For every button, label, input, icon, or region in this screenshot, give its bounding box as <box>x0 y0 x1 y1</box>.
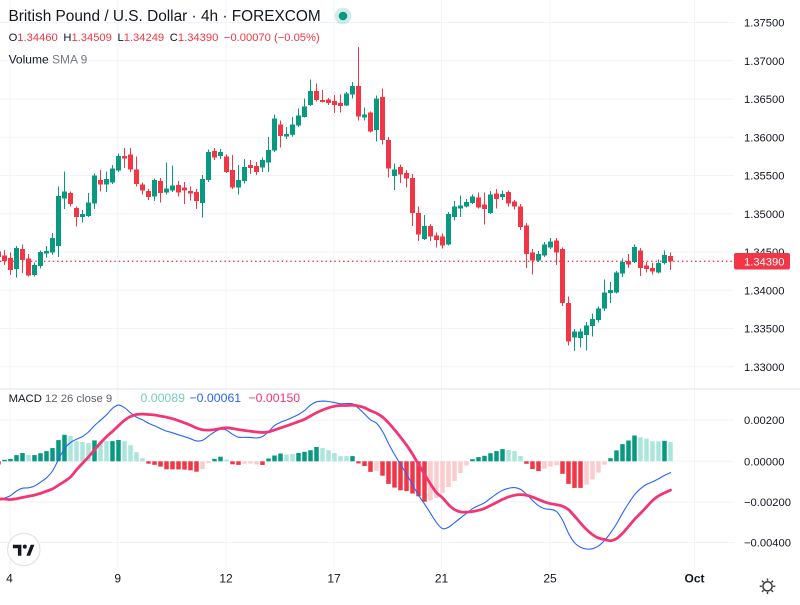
svg-text:British Pound / U.S. Dollar ·: British Pound / U.S. Dollar · 4h · FOREX… <box>9 8 321 25</box>
svg-text:1.36000: 1.36000 <box>744 132 784 144</box>
svg-text:−0.00200: −0.00200 <box>744 497 791 509</box>
svg-text:MACD 12 26 close 90.00089−0.00: MACD 12 26 close 9 0.00089 −0.00061 −0.0015… <box>9 391 301 405</box>
svg-text:1.37000: 1.37000 <box>744 56 784 68</box>
svg-text:17: 17 <box>327 572 341 586</box>
svg-text:12: 12 <box>219 572 233 586</box>
svg-text:−0.00400: −0.00400 <box>744 538 791 550</box>
svg-text:21: 21 <box>435 572 449 586</box>
svg-text:4: 4 <box>6 572 13 586</box>
svg-text:1.34000: 1.34000 <box>744 285 784 297</box>
svg-text:1.34390: 1.34390 <box>744 256 784 268</box>
svg-text:1.35000: 1.35000 <box>744 209 784 221</box>
svg-text:1.37500: 1.37500 <box>744 18 784 30</box>
svg-text:Volume SMA 9: Volume SMA 9 <box>9 53 88 67</box>
svg-text:25: 25 <box>543 572 557 586</box>
svg-text:1.33000: 1.33000 <box>744 362 784 374</box>
svg-text:Oct: Oct <box>684 572 704 586</box>
svg-text:9: 9 <box>114 572 121 586</box>
svg-text:1.35500: 1.35500 <box>744 171 784 183</box>
svg-text:O1.34460 H1.34509 L1.34249 C1.: O1.34460 H1.34509 L1.34249 C1.34390 −0.0… <box>9 32 320 44</box>
svg-text:1.36500: 1.36500 <box>744 94 784 106</box>
svg-text:1.33500: 1.33500 <box>744 324 784 336</box>
svg-text:0.00000: 0.00000 <box>744 456 784 468</box>
svg-text:0.00200: 0.00200 <box>744 415 784 427</box>
